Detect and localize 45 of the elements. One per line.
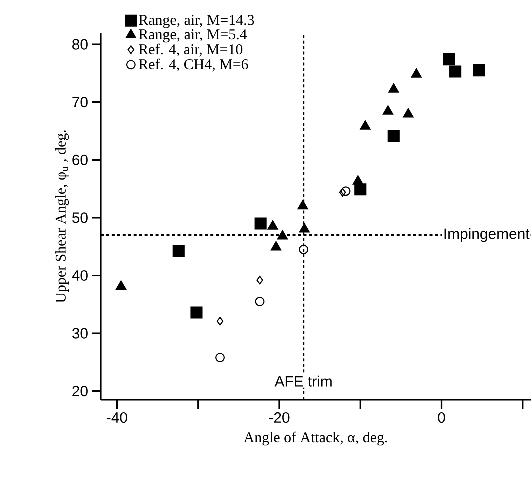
point	[190, 306, 203, 319]
point	[411, 68, 422, 78]
y-axis-title: Upper Shear Angle, φ$_{u}$ , deg.	[55, 130, 70, 304]
point	[341, 186, 351, 196]
legend-label: Range, air, M=5.4	[139, 30, 248, 43]
point	[277, 230, 288, 240]
point	[254, 218, 267, 230]
point	[268, 220, 278, 230]
y-tick-label: 60	[72, 154, 88, 166]
point	[339, 188, 346, 197]
point	[116, 280, 127, 290]
y-tick-label: 80	[72, 39, 88, 50]
ref-line-label: Impingement	[444, 228, 530, 242]
x-axis-title: Angle of Attack, α, deg.	[244, 432, 388, 446]
legend-label: Ref. 4, CH4, M=6	[139, 58, 248, 72]
point	[298, 200, 308, 210]
y-tick-label: 30	[72, 328, 88, 339]
point	[360, 120, 371, 130]
point	[473, 64, 486, 77]
point	[255, 297, 265, 306]
point	[270, 241, 282, 251]
point	[388, 84, 400, 93]
point	[299, 244, 309, 254]
point	[352, 176, 364, 185]
point	[354, 184, 367, 196]
y-tick-label: 70	[72, 97, 88, 108]
x-tick-label: -40	[107, 412, 128, 424]
legend-label: Range, air, M=14.3	[139, 15, 254, 28]
point	[172, 245, 185, 258]
point	[388, 130, 400, 142]
legend-label: Ref. 4, air, M=10	[139, 44, 243, 57]
point	[216, 317, 224, 326]
ref-line-label: AFE trim	[274, 376, 332, 387]
point	[443, 54, 456, 66]
point	[216, 353, 225, 363]
x-tick-label: -20	[269, 412, 290, 424]
x-tick-label: 0	[438, 412, 446, 424]
point	[403, 108, 414, 118]
point	[256, 276, 264, 285]
y-tick-label: 20	[72, 386, 88, 397]
point	[299, 223, 310, 233]
y-tick-label: 50	[72, 212, 88, 224]
y-tick-label: 40	[72, 270, 88, 282]
point	[450, 66, 462, 78]
point	[382, 106, 394, 115]
